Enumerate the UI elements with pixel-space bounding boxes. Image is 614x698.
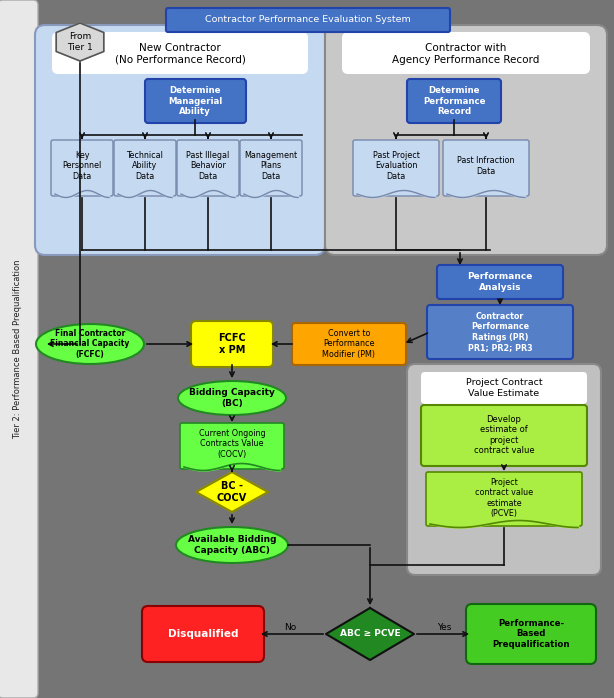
Text: Project
contract value
estimate
(PCVE): Project contract value estimate (PCVE) — [475, 478, 533, 518]
FancyBboxPatch shape — [145, 79, 246, 123]
Ellipse shape — [176, 527, 288, 563]
FancyBboxPatch shape — [443, 140, 529, 196]
Text: Performance-
Based
Prequalification: Performance- Based Prequalification — [492, 619, 570, 649]
Text: Current Ongoing
Contracts Value
(COCV): Current Ongoing Contracts Value (COCV) — [199, 429, 265, 459]
FancyBboxPatch shape — [437, 265, 563, 299]
Text: BC -
COCV: BC - COCV — [217, 481, 247, 503]
Text: Contractor Performance Evaluation System: Contractor Performance Evaluation System — [205, 15, 411, 24]
Polygon shape — [326, 608, 414, 660]
Text: Technical
Ability
Data: Technical Ability Data — [126, 151, 163, 181]
Text: Past Project
Evaluation
Data: Past Project Evaluation Data — [373, 151, 419, 181]
FancyBboxPatch shape — [427, 305, 573, 359]
Text: From
Tier 1: From Tier 1 — [67, 32, 93, 52]
FancyBboxPatch shape — [191, 321, 273, 367]
Text: Contractor
Performance
Ratings (PR)
PR1; PR2; PR3: Contractor Performance Ratings (PR) PR1;… — [468, 312, 532, 352]
Text: Yes: Yes — [437, 623, 451, 632]
Text: ABC ≥ PCVE: ABC ≥ PCVE — [340, 630, 400, 639]
FancyBboxPatch shape — [421, 405, 587, 466]
Text: Tier 2: Performance Based Prequalification: Tier 2: Performance Based Prequalificati… — [14, 259, 23, 439]
FancyBboxPatch shape — [52, 32, 308, 74]
FancyBboxPatch shape — [292, 323, 406, 365]
Text: Key
Personnel
Data: Key Personnel Data — [63, 151, 102, 181]
FancyBboxPatch shape — [407, 364, 601, 575]
FancyBboxPatch shape — [142, 606, 264, 662]
Text: Bidding Capacity
(BC): Bidding Capacity (BC) — [189, 388, 275, 408]
FancyBboxPatch shape — [51, 140, 113, 196]
Text: Determine
Performance
Record: Determine Performance Record — [423, 86, 485, 116]
Polygon shape — [56, 23, 104, 61]
Polygon shape — [196, 472, 268, 512]
Text: New Contractor
(No Performance Record): New Contractor (No Performance Record) — [115, 43, 246, 65]
Text: Disqualified: Disqualified — [168, 629, 238, 639]
FancyBboxPatch shape — [166, 8, 450, 32]
Text: Project Contract
Value Estimate: Project Contract Value Estimate — [465, 378, 542, 398]
Text: Contractor with
Agency Performance Record: Contractor with Agency Performance Recor… — [392, 43, 540, 65]
FancyBboxPatch shape — [180, 423, 284, 469]
Text: FCFC
x PM: FCFC x PM — [218, 333, 246, 355]
Ellipse shape — [36, 324, 144, 364]
Text: Final Contractor
Financial Capacity
(FCFC): Final Contractor Financial Capacity (FCF… — [50, 329, 130, 359]
Text: Determine
Managerial
Ability: Determine Managerial Ability — [168, 86, 222, 116]
FancyBboxPatch shape — [240, 140, 302, 196]
FancyBboxPatch shape — [421, 372, 587, 404]
Text: Past Infraction
Data: Past Infraction Data — [457, 156, 515, 176]
Text: Past Illegal
Behavior
Data: Past Illegal Behavior Data — [187, 151, 230, 181]
FancyBboxPatch shape — [114, 140, 176, 196]
Text: Available Bidding
Capacity (ABC): Available Bidding Capacity (ABC) — [188, 535, 276, 555]
Text: Performance
Analysis: Performance Analysis — [467, 272, 533, 292]
FancyBboxPatch shape — [342, 32, 590, 74]
FancyBboxPatch shape — [0, 0, 38, 698]
FancyBboxPatch shape — [325, 25, 607, 255]
Text: Convert to
Performance
Modifier (PM): Convert to Performance Modifier (PM) — [322, 329, 376, 359]
Text: No: No — [284, 623, 296, 632]
FancyBboxPatch shape — [466, 604, 596, 664]
FancyBboxPatch shape — [426, 472, 582, 526]
Ellipse shape — [178, 381, 286, 415]
Text: Develop
estimate of
project
contract value: Develop estimate of project contract val… — [473, 415, 534, 455]
FancyBboxPatch shape — [407, 79, 501, 123]
Text: Management
Plans
Data: Management Plans Data — [244, 151, 298, 181]
FancyBboxPatch shape — [35, 25, 325, 255]
FancyBboxPatch shape — [177, 140, 239, 196]
FancyBboxPatch shape — [353, 140, 439, 196]
